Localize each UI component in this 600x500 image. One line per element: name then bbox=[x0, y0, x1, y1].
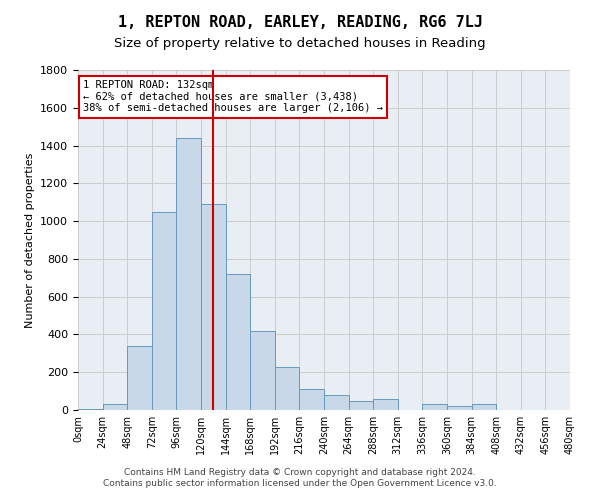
Y-axis label: Number of detached properties: Number of detached properties bbox=[25, 152, 35, 328]
Bar bbox=[78, 409, 103, 410]
Bar bbox=[324, 395, 349, 410]
Bar bbox=[226, 274, 250, 410]
Bar bbox=[373, 398, 398, 410]
Bar bbox=[472, 404, 496, 410]
Bar bbox=[422, 404, 447, 410]
Bar bbox=[250, 330, 275, 410]
Bar bbox=[176, 138, 201, 410]
Text: 1, REPTON ROAD, EARLEY, READING, RG6 7LJ: 1, REPTON ROAD, EARLEY, READING, RG6 7LJ bbox=[118, 15, 482, 30]
Text: Size of property relative to detached houses in Reading: Size of property relative to detached ho… bbox=[114, 38, 486, 51]
Bar bbox=[201, 204, 226, 410]
Bar bbox=[127, 346, 152, 410]
Bar bbox=[275, 366, 299, 410]
Text: Contains HM Land Registry data © Crown copyright and database right 2024.
Contai: Contains HM Land Registry data © Crown c… bbox=[103, 468, 497, 487]
Bar bbox=[447, 406, 472, 410]
Text: 1 REPTON ROAD: 132sqm
← 62% of detached houses are smaller (3,438)
38% of semi-d: 1 REPTON ROAD: 132sqm ← 62% of detached … bbox=[83, 80, 383, 114]
Bar bbox=[103, 404, 127, 410]
Bar bbox=[299, 389, 324, 410]
Bar bbox=[152, 212, 176, 410]
Bar bbox=[349, 400, 373, 410]
